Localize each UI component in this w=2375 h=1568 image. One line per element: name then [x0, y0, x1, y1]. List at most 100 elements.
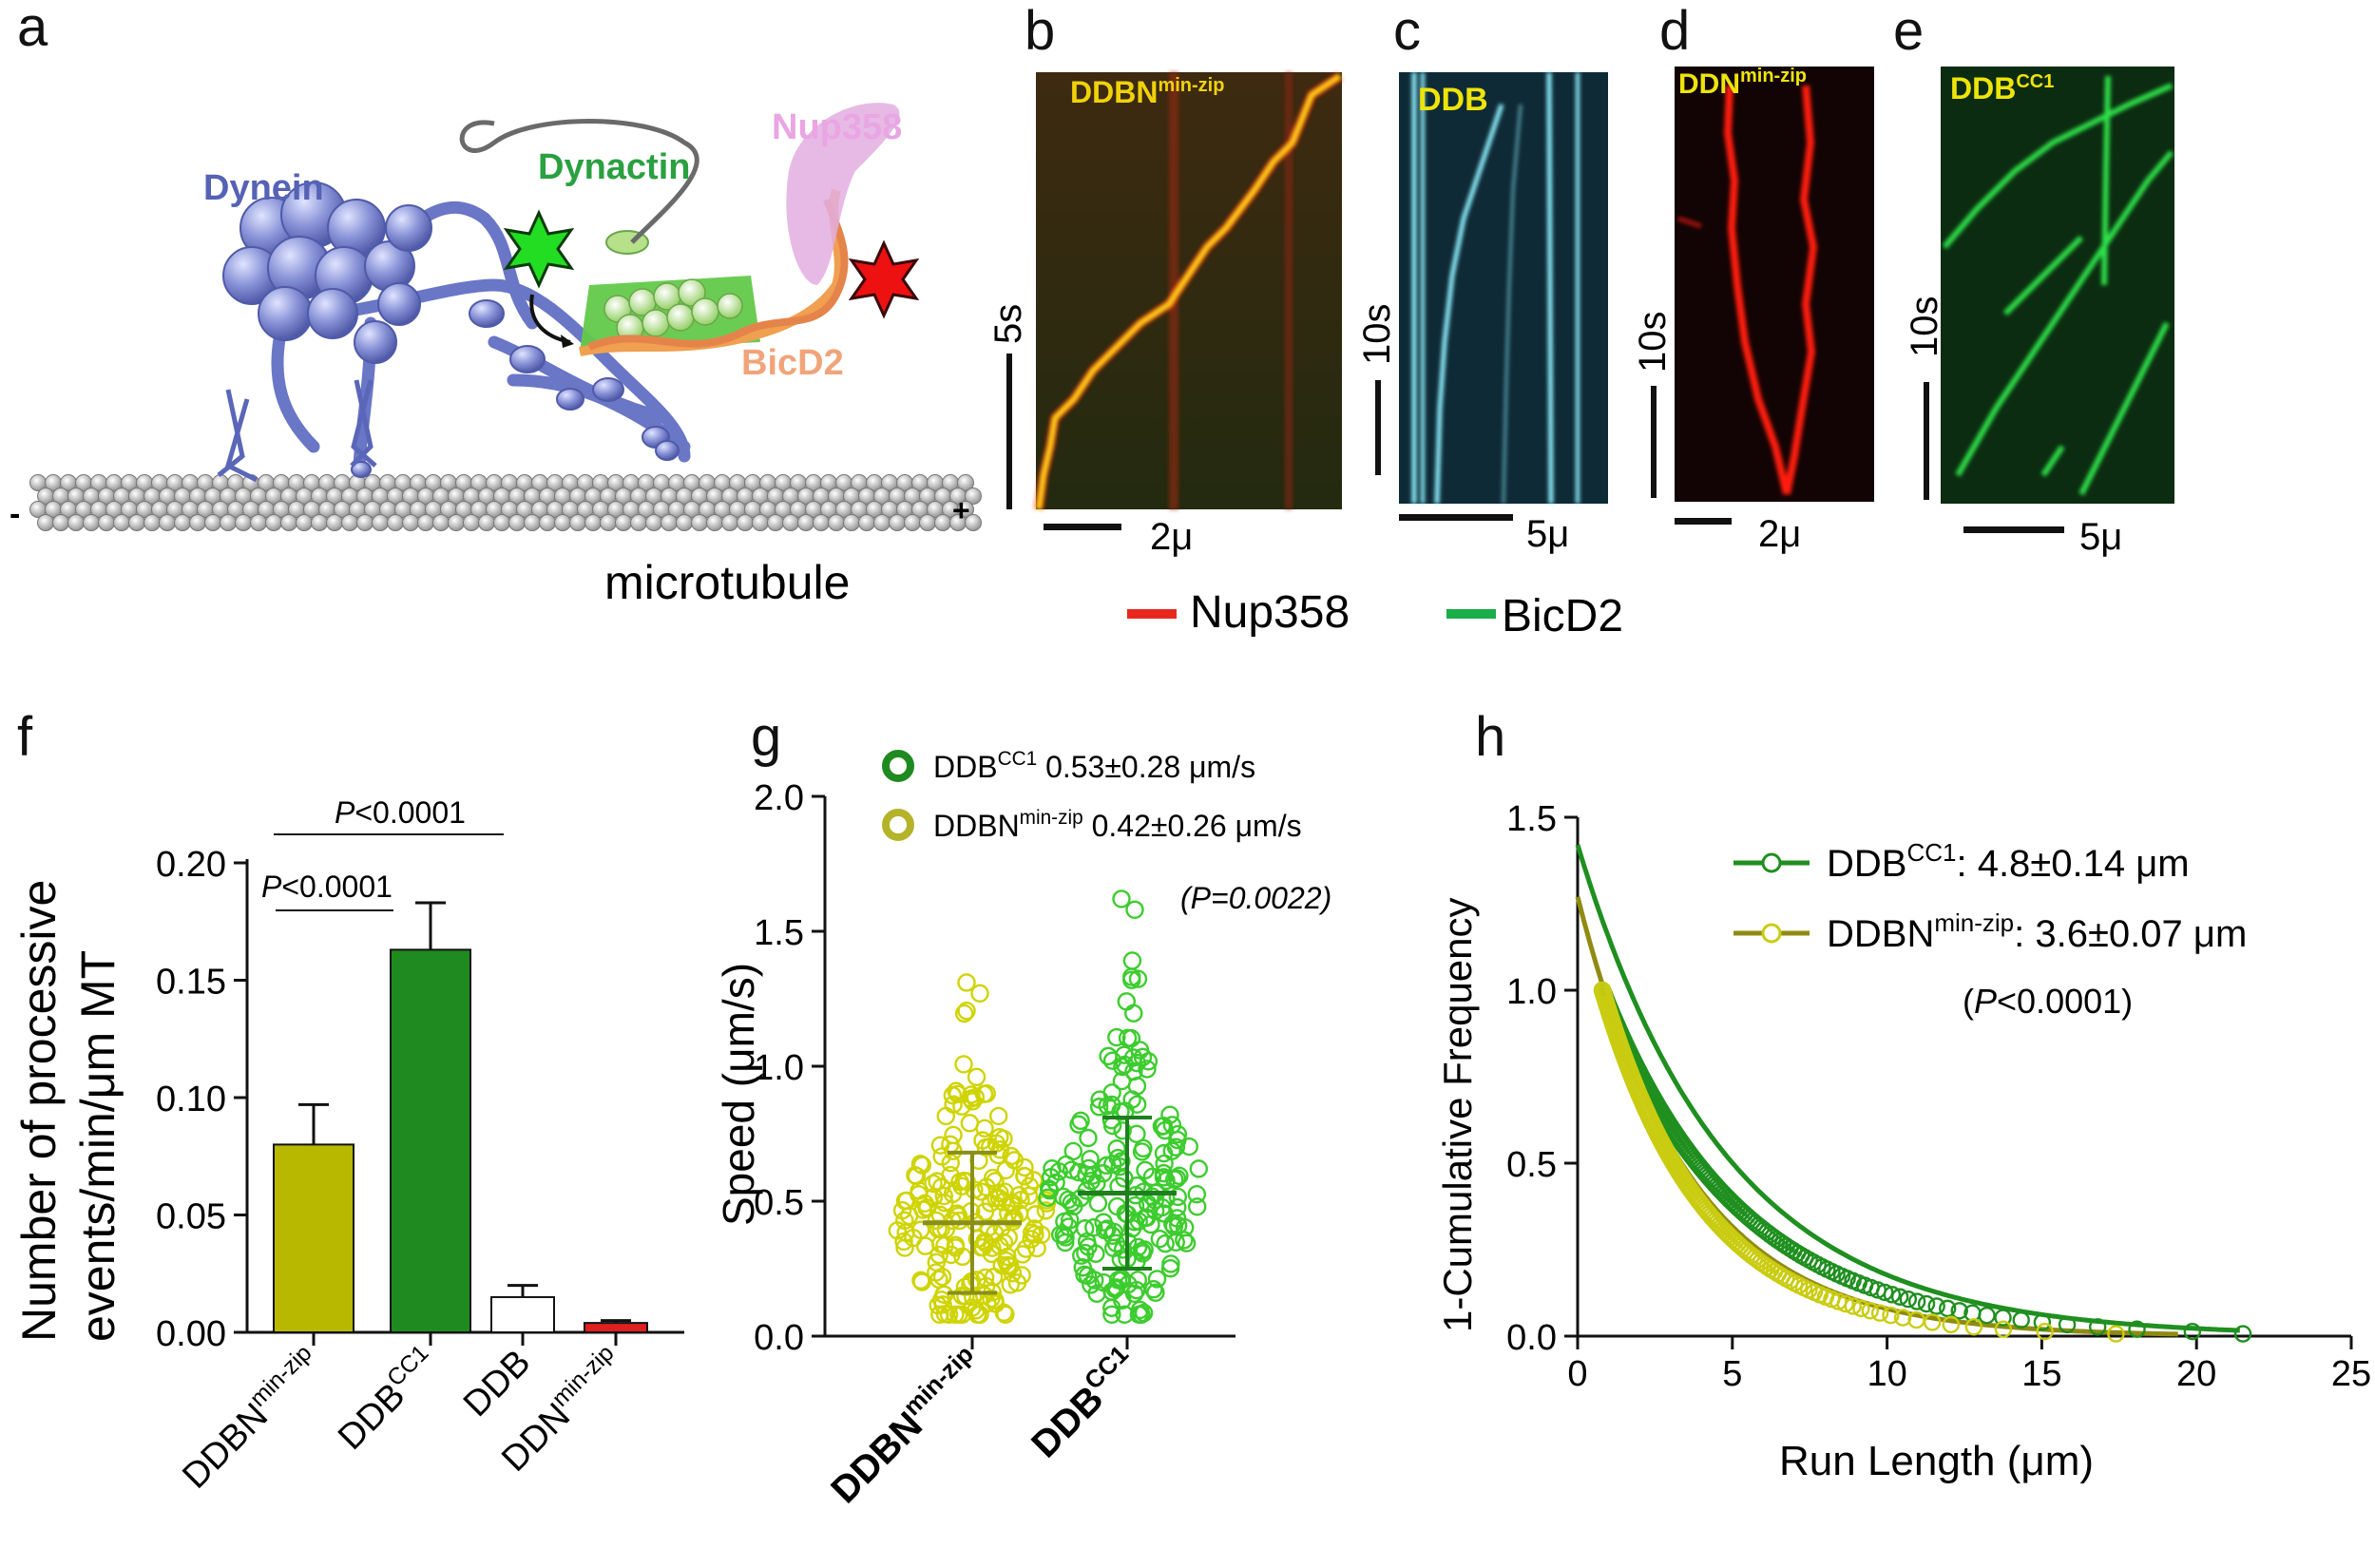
length-scale-bar	[1399, 514, 1513, 521]
scatter-mean-sd	[923, 1115, 1177, 1349]
data-point	[895, 1238, 914, 1257]
data-point	[1899, 1290, 1918, 1309]
y-tick-label: 0.0	[754, 1318, 804, 1358]
data-point	[1939, 1299, 1957, 1318]
nup358-legend-label: Nup358	[1190, 587, 1350, 638]
data-point	[1942, 1315, 1961, 1334]
data-point	[992, 1255, 1011, 1275]
tubulin-dimer	[341, 514, 358, 531]
data-point	[2088, 1318, 2107, 1336]
data-point	[1883, 1286, 1902, 1304]
scatter-chart-g: 0.0 0.5 1.0 1.5 2.0 DDBNmin-zip DDBCC1 DDBCC1…	[714, 748, 1331, 1511]
cdf-x-label: Run Length (μm)	[1779, 1438, 2094, 1484]
tubulin-dimer	[387, 514, 404, 531]
cdf-points	[1593, 981, 2252, 1343]
bar-chart-y-label-line1: Number of processive	[12, 880, 66, 1342]
data-point	[1162, 1116, 1182, 1135]
tubulin-dimer	[965, 488, 982, 505]
cdf-ticks: 0.0 0.5 1.0 1.5 0 5 10 15 20 25	[1506, 799, 2371, 1394]
tubulin-dimer	[37, 514, 54, 531]
legend-label: DDBNmin-zip 0.42±0.26 μm/s	[933, 807, 1302, 843]
tubulin-dimer	[128, 514, 145, 531]
data-point	[1015, 1166, 1034, 1186]
data-point	[975, 1232, 994, 1251]
tubulin-dimer	[463, 514, 480, 531]
bar-chart-bars	[273, 901, 648, 1346]
data-point	[1102, 1083, 1121, 1102]
data-point	[989, 1106, 1008, 1126]
data-point	[1043, 1158, 1062, 1178]
tubulin-dimer	[554, 514, 571, 531]
data-point	[1020, 1176, 1040, 1195]
cdf-chart-h: 0.0 0.5 1.0 1.5 0 5 10 15 20 25 DDBCC1: 4.8±0.14 …	[1435, 799, 2371, 1484]
tubulin-dimer	[813, 514, 830, 531]
x-tick-label: 5	[1722, 1354, 1742, 1394]
bar	[390, 948, 471, 1333]
y-tick-label: 0.5	[754, 1183, 804, 1223]
data-point	[962, 1085, 981, 1104]
data-point	[1117, 992, 1137, 1011]
panel-label-g: g	[751, 706, 781, 768]
cdf-legend: DDBCC1: 4.8±0.14 μm DDBNmin-zip: 3.6±0.07…	[1733, 838, 2247, 955]
length-scale-label: 2μ	[1758, 513, 1801, 555]
data-point	[1927, 1297, 1945, 1315]
time-scale-label: 10s	[1356, 304, 1398, 366]
kymograph-d-title: DDNmin-zip	[1678, 66, 1807, 100]
bicd2-label: BicD2	[741, 343, 844, 383]
data-point	[1121, 1028, 1141, 1048]
data-point	[1025, 1205, 1045, 1224]
data-point	[2058, 1315, 2077, 1334]
kymograph-d-image	[1675, 67, 1874, 502]
data-point	[1917, 1294, 1936, 1313]
minus-end-label: -	[10, 496, 20, 532]
category-label: DDBNmin-zip	[173, 1340, 329, 1496]
green-fluorophore-icon	[503, 209, 575, 289]
panel-label-a: a	[17, 0, 48, 58]
tubulin-dimer	[752, 514, 769, 531]
x-tick-label: 25	[2331, 1354, 2371, 1394]
kymograph-e: DDBCC1 10s 5μ	[1904, 67, 2174, 558]
data-point	[960, 1114, 980, 1133]
data-point	[1071, 1189, 1090, 1208]
tubulin-dimer	[797, 514, 814, 531]
data-point	[996, 1305, 1015, 1324]
data-point	[888, 1221, 908, 1240]
plus-end-label: +	[952, 493, 970, 527]
microtubule-graphic	[29, 474, 982, 531]
nup358-label: Nup358	[772, 107, 902, 147]
data-point	[1107, 1027, 1126, 1047]
tubulin-dimer	[113, 514, 130, 531]
data-point	[1075, 1219, 1095, 1238]
data-point	[1907, 1292, 1926, 1310]
data-point	[1882, 1306, 1900, 1325]
data-point	[1012, 1266, 1031, 1285]
tubulin-dimer	[432, 514, 450, 531]
data-point	[1177, 1233, 1197, 1252]
tubulin-dimer	[326, 514, 343, 531]
data-point	[1002, 1146, 1021, 1166]
data-point	[1861, 1302, 1880, 1320]
y-tick-label: 1.0	[1506, 972, 1557, 1012]
data-point	[1146, 1283, 1165, 1302]
significance-label: P<0.0001	[335, 795, 466, 830]
data-point	[2107, 1325, 2125, 1343]
data-point	[957, 1002, 976, 1021]
data-point	[995, 1182, 1014, 1201]
data-point	[981, 1194, 1000, 1213]
tubulin-dimer	[676, 514, 693, 531]
x-tick-label: 20	[2176, 1354, 2216, 1394]
kymograph-e-title: DDBCC1	[1950, 71, 2054, 105]
data-point	[1890, 1288, 1909, 1306]
data-point	[1113, 1121, 1132, 1140]
data-point	[957, 973, 976, 992]
tubulin-dimer	[957, 474, 974, 491]
data-point	[1132, 1142, 1152, 1161]
data-point	[1063, 1141, 1082, 1161]
bar	[273, 1143, 354, 1334]
time-scale-bar	[1006, 354, 1012, 509]
length-scale-bar	[1675, 518, 1732, 525]
tubulin-dimer	[691, 514, 708, 531]
panel-label-d: d	[1659, 0, 1690, 62]
tubulin-dimer	[159, 514, 176, 531]
